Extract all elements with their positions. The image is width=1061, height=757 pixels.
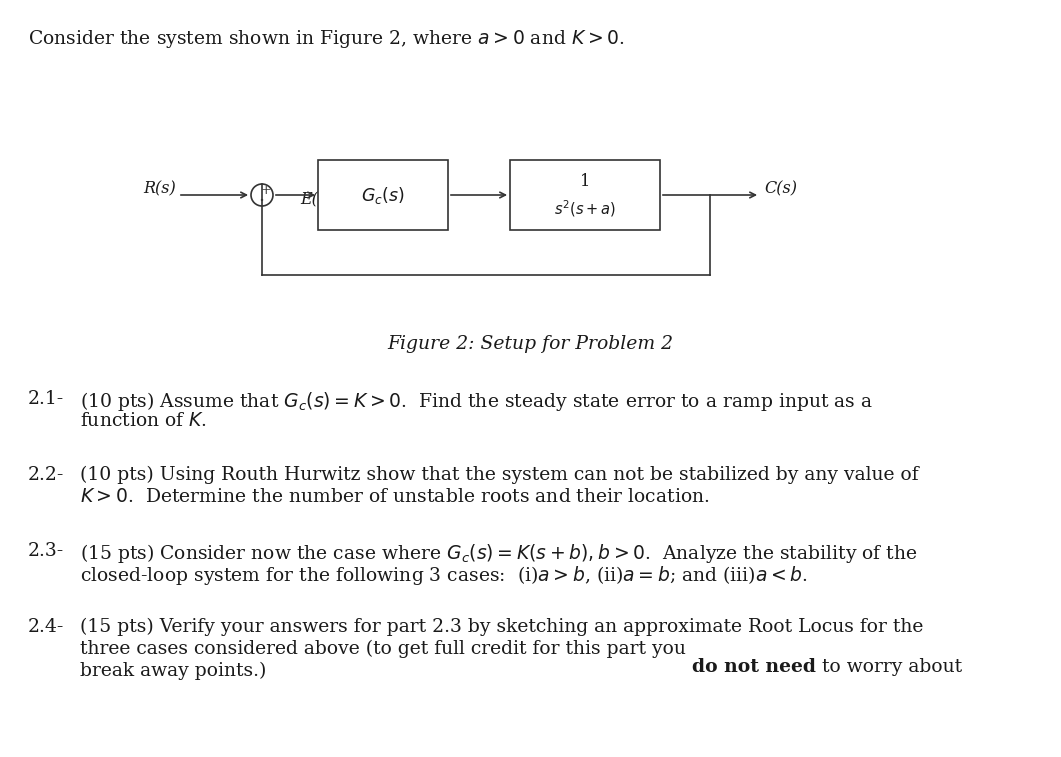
Text: 2.2-: 2.2-	[28, 466, 65, 484]
Text: Consider the system shown in Figure 2, where $a > 0$ and $K > 0$.: Consider the system shown in Figure 2, w…	[28, 28, 625, 50]
Text: 2.4-: 2.4-	[28, 618, 65, 636]
Text: 2.3-: 2.3-	[28, 542, 65, 560]
Text: 1: 1	[580, 173, 590, 189]
Text: function of $K$.: function of $K$.	[80, 412, 207, 430]
Text: E(s): E(s)	[300, 191, 332, 208]
Text: closed-loop system for the following 3 cases:  (i)$a > b$, (ii)$a = b$; and (iii: closed-loop system for the following 3 c…	[80, 564, 807, 587]
Text: $G_c(s)$: $G_c(s)$	[361, 185, 405, 205]
Text: $K > 0$.  Determine the number of unstable roots and their location.: $K > 0$. Determine the number of unstabl…	[80, 488, 710, 506]
Bar	[510, 160, 660, 230]
Text: +: +	[261, 185, 272, 198]
Text: R(s): R(s)	[143, 180, 176, 197]
Text: to worry about: to worry about	[816, 659, 962, 676]
Text: (15 pts) Verify your answers for part 2.3 by sketching an approximate Root Locus: (15 pts) Verify your answers for part 2.…	[80, 618, 923, 636]
Text: (10 pts) Using Routh Hurwitz show that the system can not be stabilized by any v: (10 pts) Using Routh Hurwitz show that t…	[80, 466, 919, 484]
Text: C(s): C(s)	[764, 180, 797, 197]
Text: $s^2(s+a)$: $s^2(s+a)$	[554, 198, 616, 220]
Text: three cases considered above (to get full credit for this part you: three cases considered above (to get ful…	[80, 640, 692, 659]
Text: ·: ·	[258, 192, 264, 210]
Text: (10 pts) Assume that $G_c(s) = K > 0$.  Find the steady state error to a ramp in: (10 pts) Assume that $G_c(s) = K > 0$. F…	[80, 390, 873, 413]
Text: Figure 2: Setup for Problem 2: Figure 2: Setup for Problem 2	[387, 335, 673, 353]
Text: do not need: do not need	[692, 659, 816, 676]
Text: 2.1-: 2.1-	[28, 390, 65, 408]
Text: break away points.): break away points.)	[80, 662, 266, 681]
Bar	[318, 160, 448, 230]
Text: (15 pts) Consider now the case where $G_c(s) = K(s + b), b > 0$.  Analyze the st: (15 pts) Consider now the case where $G_…	[80, 542, 918, 565]
